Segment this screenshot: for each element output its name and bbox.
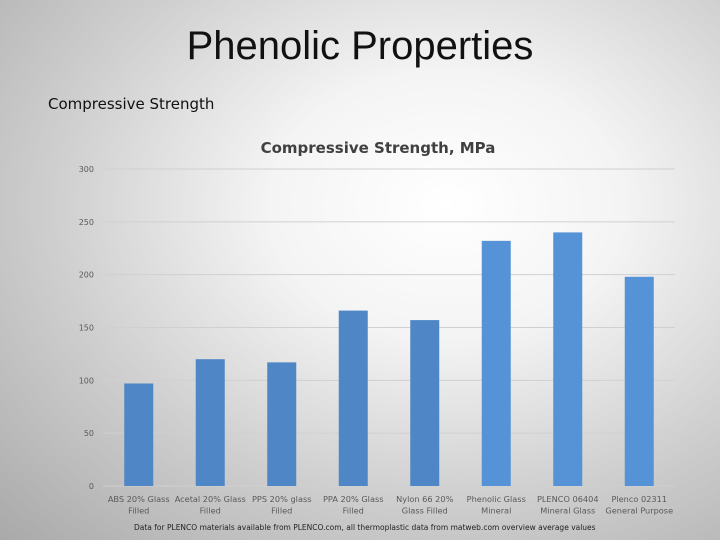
bar-4 xyxy=(410,320,440,486)
y-tick-label: 150 xyxy=(79,324,94,333)
x-category-label: General Purpose xyxy=(605,506,673,516)
y-tick-label: 300 xyxy=(79,165,94,174)
x-axis-labels: ABS 20% Glass Filled Acetal 20% Glass Fille… xyxy=(108,494,673,516)
y-tick-label: 50 xyxy=(84,429,94,438)
x-category-label: Mineral xyxy=(481,506,511,516)
bar-6 xyxy=(553,232,583,486)
bar-5 xyxy=(481,240,511,486)
gridlines xyxy=(103,168,675,487)
x-category-label: Filled xyxy=(200,506,221,516)
x-category-label: PPS 20% glass xyxy=(252,494,312,504)
bar-2 xyxy=(267,362,297,486)
x-category-label: Plenco 02311 xyxy=(611,494,667,504)
x-category-label: Filled xyxy=(343,506,364,516)
y-tick-label: 250 xyxy=(79,218,94,227)
bar-7 xyxy=(624,276,654,486)
bars xyxy=(124,232,654,486)
x-category-label: Mineral Glass xyxy=(540,506,595,516)
x-category-label: ABS 20% Glass xyxy=(108,494,170,504)
source-footnote: Data for PLENCO materials available from… xyxy=(134,523,596,532)
x-category-label: Glass Filled xyxy=(402,506,448,516)
y-tick-label: 100 xyxy=(79,376,94,385)
chart-title: Compressive Strength, MPa xyxy=(261,139,496,157)
slide-title: Phenolic Properties xyxy=(186,24,534,68)
x-category-label: PPA 20% Glass xyxy=(323,494,384,504)
bar-0 xyxy=(124,383,154,486)
y-tick-label: 200 xyxy=(79,271,94,280)
x-category-label: Filled xyxy=(128,506,149,516)
bar-1 xyxy=(195,359,225,486)
x-category-label: Phenolic Glass xyxy=(467,494,526,504)
slide-subtitle: Compressive Strength xyxy=(48,95,215,113)
x-category-label: Filled xyxy=(271,506,292,516)
y-axis-ticks: 0 50 100 150 200 250 300 xyxy=(79,165,94,491)
bar-3 xyxy=(338,310,368,486)
x-category-label: Nylon 66 20% xyxy=(396,494,453,504)
x-category-label: PLENCO 06404 xyxy=(537,494,599,504)
x-category-label: Acetal 20% Glass xyxy=(175,494,246,504)
y-tick-label: 0 xyxy=(89,482,94,491)
